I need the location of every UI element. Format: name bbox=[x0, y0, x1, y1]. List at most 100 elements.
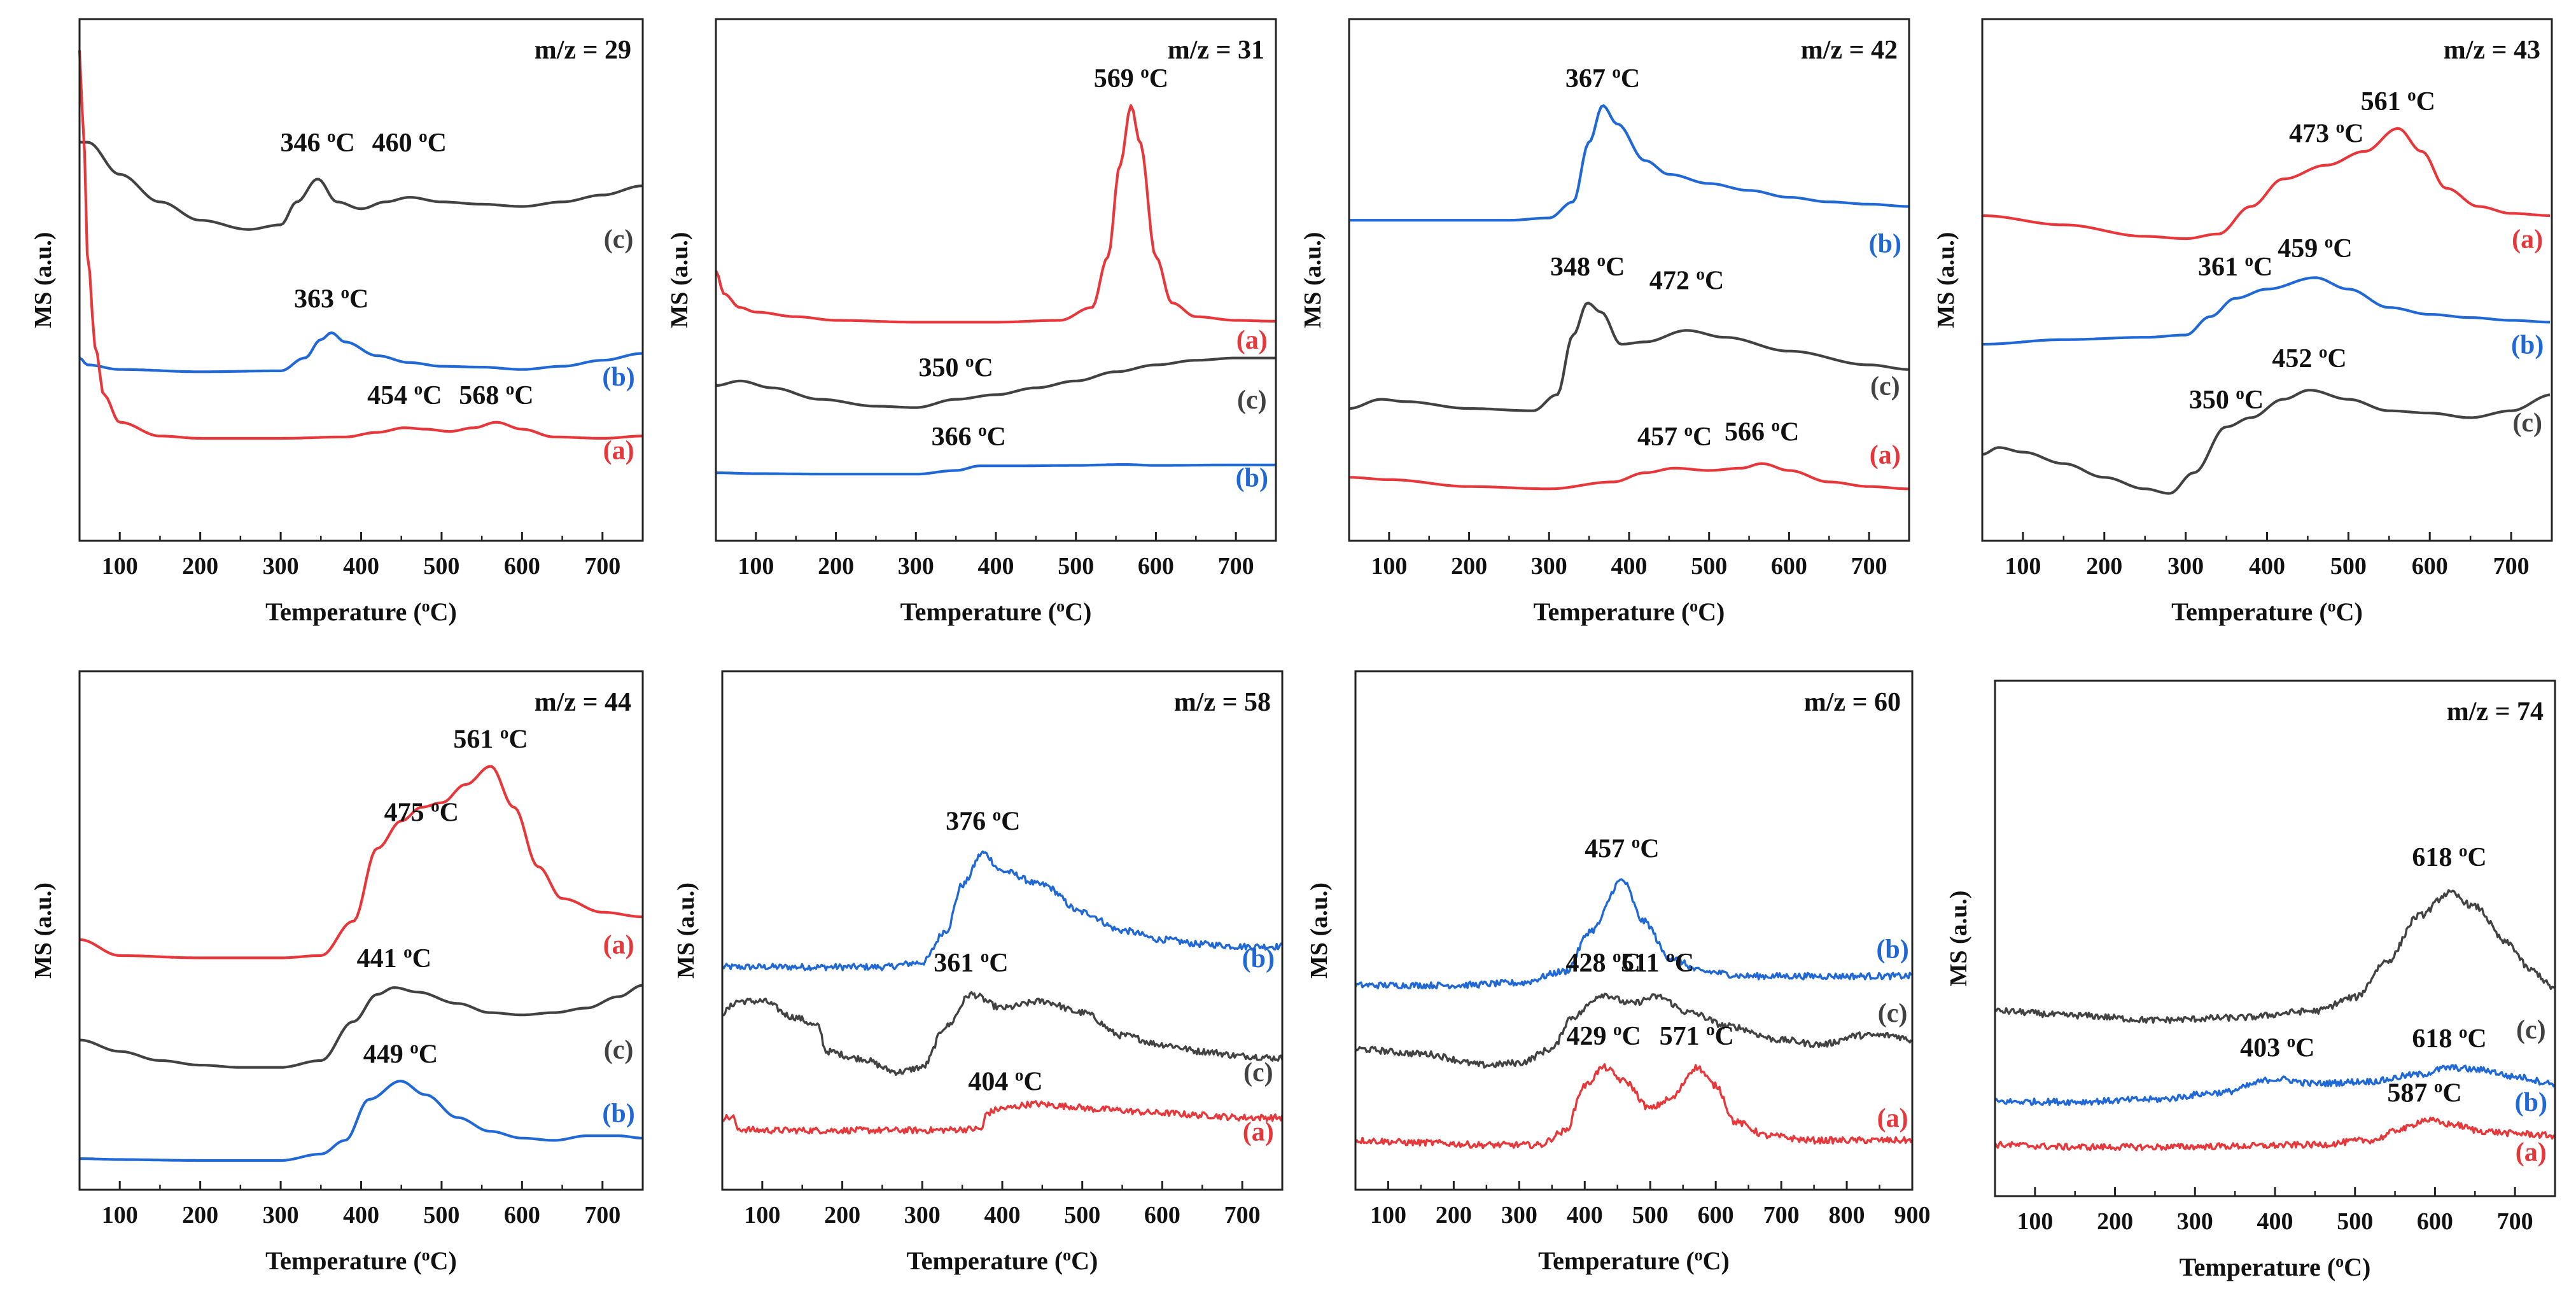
series-line-c bbox=[1994, 889, 2556, 1024]
chart-panel-6: 100 200 300 400 500 600 700 m/z = 58 Temperature… bbox=[673, 670, 1284, 1276]
series-line-c bbox=[1982, 389, 2551, 495]
series-line-b bbox=[1354, 878, 1912, 990]
curve-label: (b) bbox=[2515, 1088, 2547, 1117]
x-tick-label: 100 bbox=[1370, 1202, 1406, 1229]
curve-label: (c) bbox=[604, 225, 634, 254]
x-tick-label: 900 bbox=[1894, 1202, 1931, 1229]
x-tick-label: 400 bbox=[1567, 1202, 1603, 1229]
y-axis-label: MS (a.u.) bbox=[30, 882, 57, 979]
x-tick-label: 500 bbox=[1064, 1202, 1100, 1229]
x-tick-label: 500 bbox=[1058, 553, 1094, 580]
curve-label: (a) bbox=[1243, 1117, 1274, 1146]
x-tick-label: 600 bbox=[2412, 553, 2448, 580]
x-tick-label: 300 bbox=[263, 1202, 299, 1229]
x-tick-label: 500 bbox=[423, 553, 459, 580]
curve-label: (b) bbox=[1242, 944, 1275, 973]
peak-label: 472 oC bbox=[1649, 264, 1724, 295]
panel-title: m/z = 60 bbox=[1804, 688, 1901, 717]
x-tick-label: 500 bbox=[2337, 1208, 2373, 1235]
peak-label: 561 oC bbox=[453, 723, 528, 755]
x-tick-label: 700 bbox=[2497, 1208, 2533, 1235]
x-tick-label: 300 bbox=[1501, 1202, 1537, 1229]
peak-label: 566 oC bbox=[1725, 416, 1799, 447]
peak-label: 587 oC bbox=[2387, 1077, 2461, 1108]
plot-frame bbox=[1348, 18, 1910, 542]
x-tick-label: 300 bbox=[2167, 553, 2204, 580]
x-tick-label: 700 bbox=[1224, 1202, 1261, 1229]
panel-title: m/z = 42 bbox=[1801, 36, 1898, 65]
x-tick-label: 300 bbox=[898, 553, 934, 580]
x-tick-label: 200 bbox=[824, 1202, 860, 1229]
plot-frame bbox=[1354, 670, 1914, 1191]
peak-label: 404 oC bbox=[968, 1066, 1042, 1097]
x-tick-label: 600 bbox=[1771, 553, 1807, 580]
x-axis-label: Temperature (oC) bbox=[1534, 597, 1725, 627]
y-axis-label: MS (a.u.) bbox=[1306, 882, 1333, 979]
x-tick-label: 600 bbox=[2417, 1208, 2453, 1235]
x-tick-label: 100 bbox=[102, 553, 138, 580]
peak-label: 361 oC bbox=[2198, 251, 2272, 282]
x-tick-label: 400 bbox=[343, 553, 379, 580]
curve-label: (b) bbox=[602, 1099, 634, 1129]
y-axis-label: MS (a.u.) bbox=[673, 882, 699, 979]
x-tick-label: 600 bbox=[1698, 1202, 1734, 1229]
peak-label: 454 oC bbox=[367, 379, 442, 410]
peak-label: 473 oC bbox=[2289, 118, 2363, 149]
peak-label: 568 oC bbox=[459, 379, 533, 410]
series-line-a bbox=[1349, 462, 1909, 491]
series-line-a bbox=[1354, 1063, 1913, 1150]
series-line-c bbox=[722, 991, 1284, 1077]
x-tick-label: 600 bbox=[1138, 553, 1174, 580]
chart-panel-8: 100 200 300 400 500 600 700 m/z = 74 Temperature… bbox=[1945, 679, 2556, 1281]
x-tick-label: 200 bbox=[182, 553, 218, 580]
x-tick-label: 300 bbox=[2177, 1208, 2213, 1235]
x-tick-label: 500 bbox=[1691, 553, 1727, 580]
series-line-c bbox=[80, 141, 643, 231]
curve-label: (c) bbox=[604, 1035, 634, 1064]
curve-label: (c) bbox=[1870, 372, 1900, 401]
x-tick-label: 300 bbox=[263, 553, 299, 580]
plot-frame bbox=[1994, 679, 2556, 1197]
y-axis-label: MS (a.u.) bbox=[30, 232, 57, 328]
x-tick-label: 200 bbox=[1436, 1202, 1472, 1229]
x-tick-label: 700 bbox=[1218, 553, 1254, 580]
series-line-a bbox=[78, 50, 643, 440]
chart-panel-2: 100 200 300 400 500 600 700 m/z = 31 Temperature… bbox=[666, 18, 1277, 626]
series-line-a bbox=[1982, 127, 2551, 240]
peak-label: 428 oC bbox=[1565, 947, 1640, 978]
x-axis-label: Temperature (oC) bbox=[907, 1246, 1098, 1276]
x-tick-label: 600 bbox=[504, 1202, 540, 1229]
x-tick-label: 400 bbox=[978, 553, 1014, 580]
x-tick-label: 700 bbox=[1851, 553, 1887, 580]
curve-label: (a) bbox=[2516, 1138, 2547, 1167]
y-axis-label: MS (a.u.) bbox=[1933, 232, 1959, 328]
curve-label: (a) bbox=[603, 436, 634, 465]
curve-label: (b) bbox=[1869, 230, 1901, 259]
x-tick-label: 500 bbox=[2330, 553, 2367, 580]
curve-label: (a) bbox=[1870, 441, 1901, 470]
peak-label: 457 oC bbox=[1637, 421, 1712, 452]
panel-title: m/z = 31 bbox=[1168, 36, 1264, 65]
x-tick-label: 100 bbox=[1371, 553, 1407, 580]
chart-panel-5: 100 200 300 400 500 600 700 m/z = 44 Temperature… bbox=[30, 670, 644, 1275]
x-axis-label: Temperature (oC) bbox=[1538, 1246, 1730, 1276]
x-tick-label: 400 bbox=[2249, 553, 2285, 580]
series-line-b bbox=[80, 1080, 643, 1162]
x-tick-label: 200 bbox=[1451, 553, 1487, 580]
peak-label: 361 oC bbox=[934, 947, 1008, 978]
peak-label: 452 oC bbox=[2272, 342, 2346, 373]
x-tick-label: 700 bbox=[2493, 553, 2530, 580]
x-tick-label: 200 bbox=[182, 1202, 218, 1229]
peak-label: 561 oC bbox=[2361, 85, 2435, 116]
x-tick-label: 500 bbox=[1632, 1202, 1669, 1229]
x-axis-label: Temperature (oC) bbox=[2171, 597, 2363, 627]
series-line-a bbox=[1994, 1117, 2556, 1152]
panel-title: m/z = 74 bbox=[2447, 697, 2544, 727]
x-tick-label: 400 bbox=[343, 1202, 379, 1229]
peak-label: 350 oC bbox=[918, 352, 993, 383]
peak-label: 429 oC bbox=[1566, 1020, 1641, 1051]
panel-title: m/z = 44 bbox=[535, 688, 631, 717]
series-line-b bbox=[1994, 1064, 2556, 1106]
series-line-b bbox=[1349, 104, 1909, 222]
